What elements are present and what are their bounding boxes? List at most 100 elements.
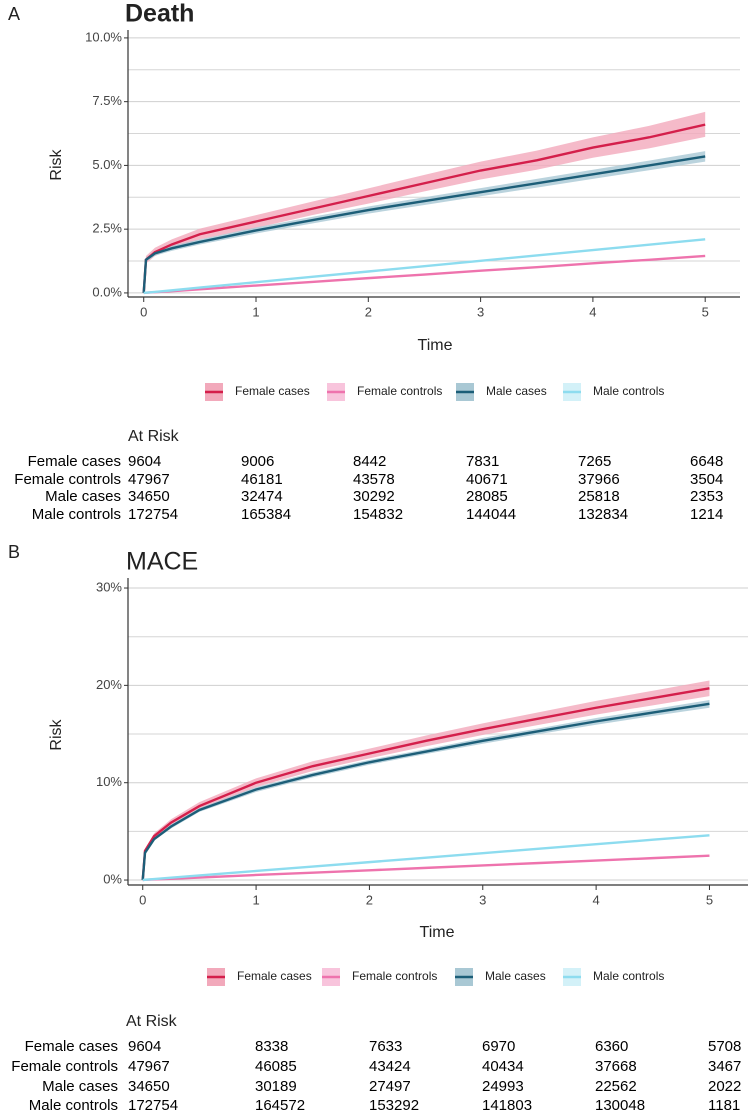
legend-label: Male cases (486, 384, 547, 398)
x-tick-label: 4 (592, 892, 599, 907)
table-cell: 37668 (595, 1058, 637, 1075)
row-label: Female cases (25, 1038, 118, 1055)
table-cell: 32474 (241, 488, 283, 505)
table-cell: 40434 (482, 1058, 524, 1075)
table-cell: 8338 (255, 1038, 288, 1055)
row-label: Male cases (45, 488, 121, 505)
y-tick-label: 7.5% (92, 93, 122, 108)
table-cell: 8442 (353, 453, 386, 470)
x-tick-label: 0 (139, 892, 146, 907)
x-tick-label: 2 (366, 892, 373, 907)
table-cell: 172754 (128, 506, 178, 523)
table-cell: 132834 (578, 506, 628, 523)
chart-title: Death (125, 0, 194, 28)
table-cell: 6970 (482, 1038, 515, 1055)
table-cell: 164572 (255, 1097, 305, 1114)
legend-label: Female controls (357, 384, 442, 398)
legend-label: Male controls (593, 969, 664, 983)
y-axis-label: Risk (48, 718, 65, 750)
x-axis-label: Time (418, 337, 453, 354)
x-tick-label: 0 (140, 304, 147, 319)
legend-label: Male controls (593, 384, 664, 398)
table-cell: 7633 (369, 1038, 402, 1055)
table-cell: 46181 (241, 471, 283, 488)
table-cell: 34650 (128, 1078, 170, 1095)
series-line (141, 702, 710, 881)
series-line (141, 687, 710, 881)
y-tick-label: 10.0% (85, 29, 122, 44)
table-cell: 154832 (353, 506, 403, 523)
legend-label: Female cases (237, 969, 312, 983)
table-cell: 27497 (369, 1078, 411, 1095)
y-tick-label: 30% (96, 579, 122, 594)
table-cell: 1214 (690, 506, 723, 523)
table-cell: 3467 (708, 1058, 741, 1075)
confidence-band (143, 111, 706, 293)
x-tick-label: 4 (589, 304, 596, 319)
row-label: Female cases (28, 453, 121, 470)
table-cell: 24993 (482, 1078, 524, 1095)
y-tick-label: 2.5% (92, 221, 122, 236)
confidence-band (142, 699, 710, 881)
table-title: At Risk (128, 428, 180, 445)
x-tick-label: 3 (479, 892, 486, 907)
table-cell: 141803 (482, 1097, 532, 1114)
series-line (142, 854, 710, 882)
table-cell: 172754 (128, 1097, 178, 1114)
y-axis-label: Risk (48, 148, 65, 180)
y-tick-label: 5.0% (92, 157, 122, 172)
table-cell: 47967 (128, 1058, 170, 1075)
legend-label: Female cases (235, 384, 310, 398)
row-label: Male controls (32, 506, 121, 523)
x-tick-label: 5 (706, 892, 713, 907)
table-cell: 7831 (466, 453, 499, 470)
table-cell: 6360 (595, 1038, 628, 1055)
table-cell: 3504 (690, 471, 723, 488)
row-label: Female controls (11, 1058, 118, 1075)
legend-label: Male cases (485, 969, 546, 983)
y-tick-label: 0% (103, 871, 122, 886)
chart-title: MACE (126, 548, 198, 576)
x-tick-label: 5 (702, 304, 709, 319)
table-cell: 30189 (255, 1078, 297, 1095)
x-tick-label: 2 (365, 304, 372, 319)
table-cell: 1181 (708, 1097, 740, 1114)
table-cell: 43578 (353, 471, 395, 488)
table-cell: 37966 (578, 471, 620, 488)
panel-label: B (8, 542, 20, 562)
table-cell: 47967 (128, 471, 170, 488)
confidence-band (142, 680, 710, 881)
series-line (142, 834, 710, 882)
series-line (142, 123, 706, 294)
table-cell: 9604 (128, 1038, 161, 1055)
y-tick-label: 20% (96, 677, 122, 692)
table-cell: 9006 (241, 453, 274, 470)
series-line (142, 155, 706, 294)
table-cell: 30292 (353, 488, 395, 505)
table-cell: 2022 (708, 1078, 741, 1095)
x-tick-label: 1 (252, 304, 259, 319)
row-label: Female controls (14, 471, 121, 488)
x-tick-label: 3 (477, 304, 484, 319)
y-tick-label: 10% (96, 774, 122, 789)
row-label: Male controls (29, 1097, 118, 1114)
table-title: At Risk (126, 1013, 178, 1030)
y-tick-label: 0.0% (92, 284, 122, 299)
table-cell: 34650 (128, 488, 170, 505)
x-axis-label: Time (420, 924, 455, 941)
x-tick-label: 1 (252, 892, 259, 907)
table-cell: 165384 (241, 506, 291, 523)
table-cell: 40671 (466, 471, 508, 488)
table-cell: 2353 (690, 488, 723, 505)
legend-label: Female controls (352, 969, 437, 983)
table-cell: 9604 (128, 453, 161, 470)
table-cell: 153292 (369, 1097, 419, 1114)
table-cell: 22562 (595, 1078, 637, 1095)
table-cell: 7265 (578, 453, 611, 470)
row-label: Male cases (42, 1078, 118, 1095)
table-cell: 144044 (466, 506, 516, 523)
table-cell: 28085 (466, 488, 508, 505)
table-cell: 25818 (578, 488, 620, 505)
panel-label: A (8, 4, 20, 24)
